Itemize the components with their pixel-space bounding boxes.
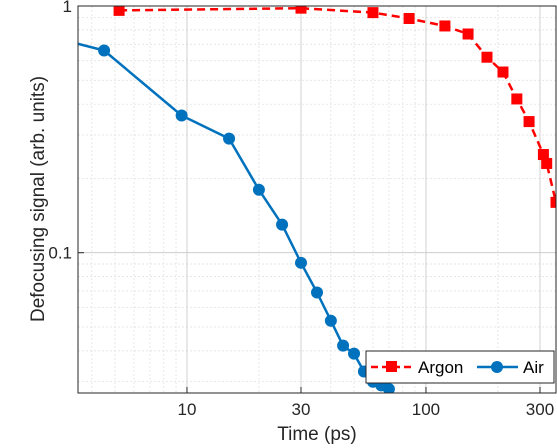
series-argon-point xyxy=(462,28,474,40)
axis-ticks xyxy=(78,5,541,393)
series-air-point xyxy=(175,109,188,122)
y-tick-label: 1 xyxy=(63,0,72,16)
series-air-point xyxy=(276,218,289,231)
series-air-point xyxy=(337,339,350,352)
tick-labels: 10 30 100 300 0.1 1 xyxy=(48,0,554,419)
plot-area xyxy=(78,6,556,393)
series-argon-point xyxy=(481,51,493,63)
series-air-point xyxy=(311,286,323,299)
series-air-point xyxy=(223,132,236,145)
series-air-point xyxy=(348,347,361,360)
x-tick-label: 300 xyxy=(526,400,554,419)
series-argon-point xyxy=(537,149,549,161)
series-air-point xyxy=(56,34,68,46)
series-argon-point xyxy=(367,7,379,19)
series-argon-point xyxy=(511,93,523,105)
legend-air-label: Air xyxy=(523,358,544,377)
series-argon-point xyxy=(403,12,415,24)
series-air-point xyxy=(382,383,395,393)
plot-frame xyxy=(77,5,557,394)
series-air-point xyxy=(98,44,111,57)
series-argon-point xyxy=(497,66,509,78)
x-tick-label: 30 xyxy=(292,400,311,419)
legend: Argon Air xyxy=(365,350,555,384)
legend-air-marker xyxy=(491,361,503,373)
x-axis-label: Time (ps) xyxy=(277,424,357,445)
x-tick-label: 10 xyxy=(178,400,197,419)
series-argon-point xyxy=(523,116,535,128)
series-argon-line xyxy=(119,6,556,209)
series-argon-point xyxy=(295,6,307,14)
y-tick-label: 0.1 xyxy=(48,244,72,263)
legend-argon-marker xyxy=(386,361,397,372)
series-air-point xyxy=(252,183,265,196)
series-air-point xyxy=(294,256,307,269)
series-argon-point xyxy=(439,20,451,32)
series-argon-point xyxy=(550,196,556,208)
x-tick-label: 100 xyxy=(412,400,440,419)
series-argon-point xyxy=(113,6,125,16)
legend-argon-label: Argon xyxy=(418,358,463,377)
series-argon-point xyxy=(541,157,553,169)
y-axis-label: Defocusing signal (arb. units) xyxy=(28,76,49,322)
series-air-point xyxy=(324,314,337,327)
